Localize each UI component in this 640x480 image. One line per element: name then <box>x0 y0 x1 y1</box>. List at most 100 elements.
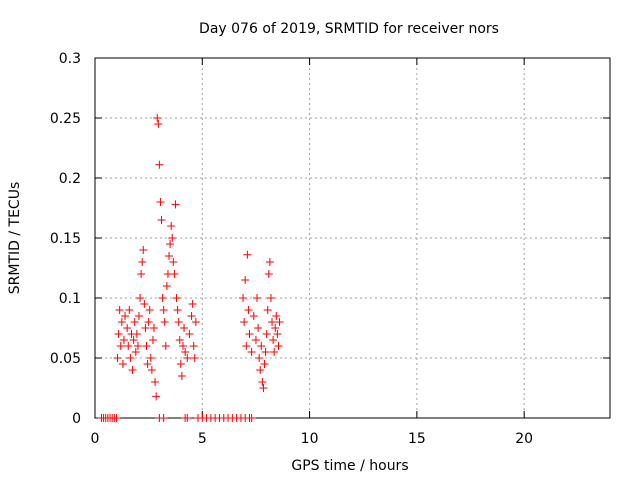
data-point <box>140 300 149 308</box>
data-point <box>272 312 281 320</box>
data-point <box>148 336 157 344</box>
data-point <box>132 330 141 338</box>
y-tick-label: 0.2 <box>59 171 81 187</box>
data-point <box>128 366 137 374</box>
data-point <box>183 354 192 362</box>
data-point <box>253 294 262 302</box>
data-point <box>189 342 198 350</box>
data-point <box>275 318 284 326</box>
data-point <box>261 348 270 356</box>
data-point <box>165 252 174 260</box>
data-point <box>167 222 176 230</box>
data-point <box>129 336 138 344</box>
x-tick-label: 5 <box>198 431 207 447</box>
data-point <box>159 414 168 422</box>
data-point <box>155 160 164 169</box>
data-point <box>156 198 165 206</box>
data-point <box>151 378 160 386</box>
data-point <box>169 258 178 266</box>
data-point <box>160 318 169 326</box>
data-point <box>258 378 267 386</box>
data-point <box>113 354 122 362</box>
data-point <box>181 348 190 356</box>
x-tick-label: 15 <box>408 431 426 447</box>
data-point <box>116 342 125 350</box>
y-tick-label: 0.1 <box>59 291 81 307</box>
data-point <box>247 348 256 356</box>
x-tick-label: 0 <box>91 431 100 447</box>
y-tick-label: 0 <box>72 411 81 427</box>
data-point <box>138 258 147 266</box>
data-point <box>268 318 277 326</box>
data-point <box>242 342 251 350</box>
data-point <box>269 336 278 344</box>
data-point <box>159 306 168 314</box>
data-point <box>240 318 249 326</box>
data-point <box>243 250 252 259</box>
data-point <box>168 234 177 242</box>
data-point <box>262 330 271 338</box>
data-point <box>136 294 145 302</box>
data-point <box>271 324 280 332</box>
data-point <box>166 240 175 248</box>
data-point <box>131 348 140 356</box>
data-point <box>249 312 258 320</box>
data-point <box>244 306 253 314</box>
data-point <box>265 258 274 266</box>
data-point <box>114 330 123 338</box>
x-tick-label: 10 <box>301 431 319 447</box>
data-point <box>150 324 159 332</box>
data-point <box>141 324 150 332</box>
data-point <box>170 270 179 278</box>
data-point <box>174 318 183 326</box>
data-point <box>133 342 142 350</box>
data-point <box>162 282 171 290</box>
data-point <box>121 312 130 320</box>
data-point <box>142 342 151 350</box>
data-point <box>241 276 250 284</box>
data-point <box>112 414 121 422</box>
data-point <box>251 336 260 344</box>
data-point <box>124 342 133 350</box>
data-point <box>158 294 167 302</box>
data-point <box>171 200 180 209</box>
y-tick-label: 0.3 <box>59 51 81 67</box>
data-point <box>119 336 128 344</box>
data-point <box>130 318 139 326</box>
data-point <box>270 348 279 356</box>
data-point <box>117 318 126 326</box>
chart-title: Day 076 of 2019, SRMTID for receiver nor… <box>199 21 499 37</box>
data-points <box>97 114 284 422</box>
data-point <box>147 366 156 374</box>
data-point <box>115 306 124 314</box>
data-point <box>260 360 269 368</box>
data-point <box>146 354 155 362</box>
data-point <box>126 354 135 362</box>
data-point <box>175 336 184 344</box>
data-point <box>125 306 134 314</box>
data-point <box>172 294 181 302</box>
data-point <box>273 330 282 338</box>
y-tick-label: 0.15 <box>50 231 81 247</box>
y-tick-label: 0.05 <box>50 351 81 367</box>
data-point <box>185 330 194 338</box>
data-point <box>180 324 189 332</box>
y-axis-label: SRMTID / TECUs <box>7 182 23 295</box>
data-point <box>153 114 162 122</box>
grid-lines <box>95 58 610 418</box>
data-point <box>255 354 264 362</box>
data-point <box>254 324 263 332</box>
data-point <box>266 294 275 302</box>
data-point <box>118 360 127 368</box>
data-point <box>176 360 185 368</box>
data-point <box>178 342 187 350</box>
x-axis-label: GPS time / hours <box>291 458 408 474</box>
data-point <box>154 120 163 128</box>
data-point <box>145 306 154 314</box>
data-point <box>259 384 268 392</box>
data-point <box>177 372 186 380</box>
data-point <box>152 392 161 401</box>
data-point <box>139 246 148 254</box>
